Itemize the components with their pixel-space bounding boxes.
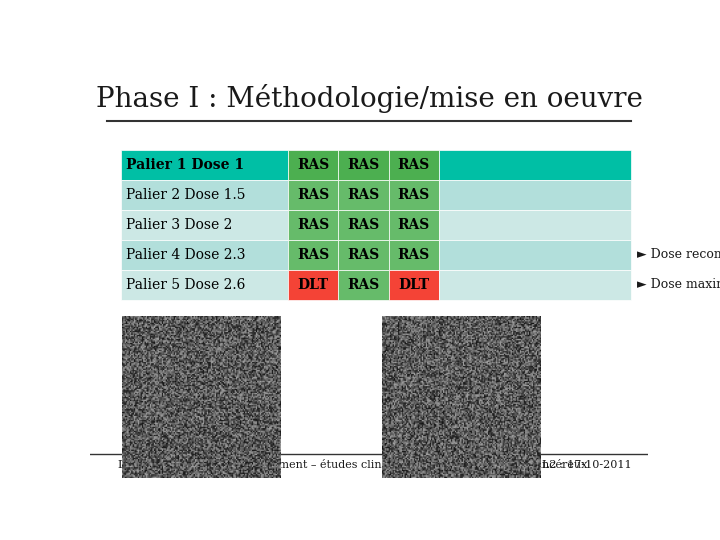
- Bar: [438, 240, 631, 270]
- Text: RAS: RAS: [347, 248, 379, 262]
- Text: RAS: RAS: [297, 248, 329, 262]
- Bar: [389, 240, 438, 270]
- Bar: [338, 240, 389, 270]
- Bar: [338, 180, 389, 210]
- Bar: [121, 240, 288, 270]
- Bar: [338, 150, 389, 180]
- Bar: [288, 240, 338, 270]
- Text: Développement d’un médicament – études cliniques – exemples des anti-cancéreux: Développement d’un médicament – études c…: [118, 460, 588, 470]
- Text: DLT: DLT: [398, 278, 429, 292]
- Bar: [438, 180, 631, 210]
- Bar: [121, 150, 288, 180]
- Text: RAS: RAS: [297, 158, 329, 172]
- Text: Palier 1 Dose 1: Palier 1 Dose 1: [126, 158, 244, 172]
- Bar: [438, 150, 631, 180]
- Bar: [389, 210, 438, 240]
- Text: RAS: RAS: [397, 188, 430, 202]
- Bar: [288, 270, 338, 300]
- Text: ► Dose maximale tolérée: ► Dose maximale tolérée: [637, 278, 720, 291]
- Bar: [288, 210, 338, 240]
- Text: RAS: RAS: [397, 218, 430, 232]
- Text: RAS: RAS: [397, 158, 430, 172]
- Text: ► Dose recommandée: ► Dose recommandée: [637, 248, 720, 261]
- Text: Palier 2 Dose 1.5: Palier 2 Dose 1.5: [126, 188, 246, 202]
- Bar: [121, 210, 288, 240]
- Bar: [288, 180, 338, 210]
- Bar: [121, 270, 288, 300]
- Text: RAS: RAS: [297, 218, 329, 232]
- Bar: [338, 270, 389, 300]
- Bar: [288, 150, 338, 180]
- Text: RAS: RAS: [297, 188, 329, 202]
- Text: Phase I : Méthodologie/mise en oeuvre: Phase I : Méthodologie/mise en oeuvre: [96, 84, 642, 112]
- Text: Palier 3 Dose 2: Palier 3 Dose 2: [126, 218, 233, 232]
- Text: RAS: RAS: [347, 278, 379, 292]
- Text: Palier 4 Dose 2.3: Palier 4 Dose 2.3: [126, 248, 246, 262]
- Bar: [389, 270, 438, 300]
- Text: RAS: RAS: [347, 188, 379, 202]
- Bar: [121, 180, 288, 210]
- Bar: [438, 210, 631, 240]
- Text: RAS: RAS: [397, 248, 430, 262]
- Text: L2 : 17-10-2011: L2 : 17-10-2011: [541, 460, 631, 470]
- Text: DLT: DLT: [297, 278, 329, 292]
- Bar: [438, 270, 631, 300]
- Bar: [389, 150, 438, 180]
- Bar: [389, 180, 438, 210]
- Text: RAS: RAS: [347, 218, 379, 232]
- Bar: [338, 210, 389, 240]
- Text: Palier 5 Dose 2.6: Palier 5 Dose 2.6: [126, 278, 246, 292]
- Text: RAS: RAS: [347, 158, 379, 172]
